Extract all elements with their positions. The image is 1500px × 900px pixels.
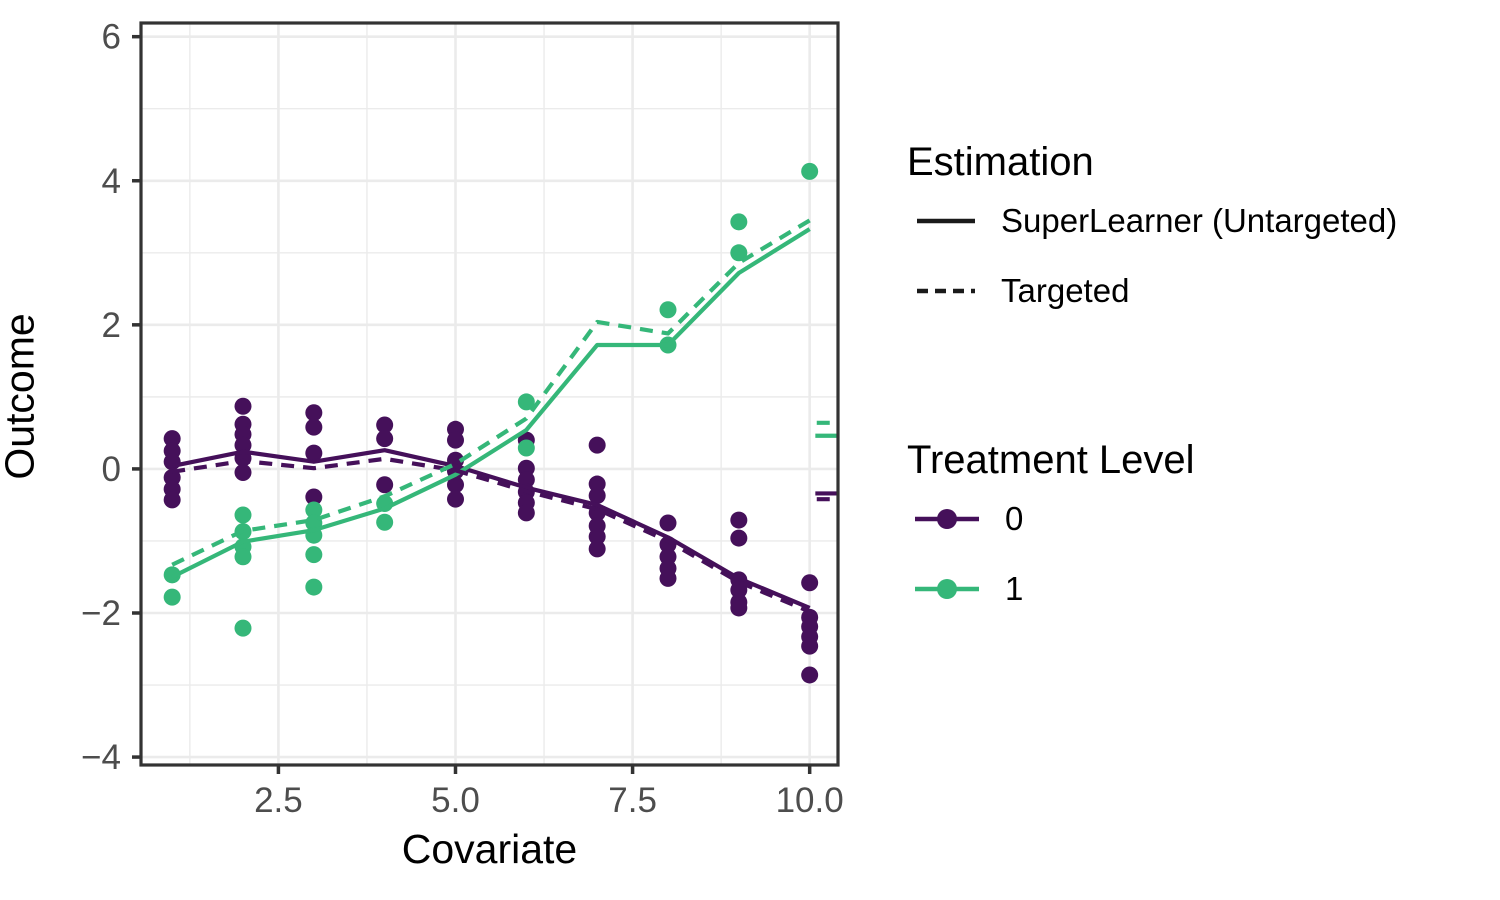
data-point: [517, 471, 535, 489]
data-point: [163, 588, 181, 606]
data-point: [801, 666, 819, 684]
superlearner-trend-line: [171, 227, 811, 579]
data-point: [517, 504, 535, 522]
data-point: [305, 501, 323, 519]
legend-treatment: Treatment Level 0 1: [907, 436, 1195, 624]
legend-estimation-title: Estimation: [907, 140, 1094, 184]
data-point: [163, 453, 181, 471]
data-point: [801, 637, 819, 655]
data-point: [588, 487, 606, 505]
data-point: [588, 436, 606, 454]
data-layer: [163, 162, 838, 684]
data-point: [588, 528, 606, 546]
data-point: [659, 569, 677, 587]
data-point: [801, 162, 819, 180]
data-point: [234, 464, 252, 482]
legend-treatment-title: Treatment Level: [907, 438, 1195, 482]
legend-item-treatment-0: 0: [907, 484, 1195, 554]
y-tick-label: −4: [81, 738, 121, 777]
data-point: [305, 444, 323, 462]
data-point: [305, 418, 323, 436]
data-point: [234, 436, 252, 454]
data-point: [730, 213, 748, 231]
data-point: [234, 506, 252, 524]
data-point: [517, 393, 535, 411]
targeted-trend-line: [171, 218, 811, 567]
y-tick-label: 2: [102, 306, 121, 345]
data-point: [305, 546, 323, 564]
data-point: [305, 488, 323, 506]
panel-border: [139, 21, 840, 767]
legend-item-label: Targeted: [1001, 272, 1130, 309]
targeted-trend-line: [171, 456, 811, 614]
data-point: [163, 430, 181, 448]
data-point: [447, 431, 464, 449]
y-tick-label: 6: [102, 18, 121, 57]
legend-estimation: Estimation SuperLearner (Untargeted) Tar…: [907, 138, 1397, 326]
data-point: [305, 404, 323, 422]
data-point: [163, 491, 181, 509]
legend-item-label: 1: [1005, 570, 1024, 607]
dashed-line-key-icon: [917, 288, 975, 294]
data-point: [234, 397, 252, 415]
solid-line-key-icon: [917, 218, 975, 224]
data-point: [376, 513, 394, 531]
data-point: [447, 490, 464, 508]
data-point: [376, 430, 394, 448]
x-tick-label: 7.5: [608, 781, 657, 820]
legend-item-label: 0: [1005, 500, 1024, 537]
data-point: [376, 476, 394, 494]
data-point: [659, 301, 677, 319]
data-point: [234, 619, 252, 637]
data-point: [659, 514, 677, 532]
x-tick-label: 10.0: [776, 781, 844, 820]
x-tick-label: 2.5: [254, 781, 303, 820]
x-axis-title: Covariate: [401, 826, 578, 872]
data-point: [234, 548, 252, 566]
superlearner-trend-line: [171, 448, 811, 610]
x-tick-label: 5.0: [431, 781, 480, 820]
data-point: [730, 511, 748, 529]
data-point: [376, 416, 394, 434]
y-axis-title: Outcome: [0, 313, 43, 480]
data-point: [305, 578, 323, 596]
y-tick-label: −2: [81, 594, 121, 633]
y-tick-label: 4: [102, 162, 121, 201]
line-dot-key-icon-green: [915, 579, 979, 599]
data-point: [730, 244, 748, 262]
data-point: [517, 439, 535, 457]
data-point: [588, 540, 606, 558]
legend-item-superlearner: SuperLearner (Untargeted): [907, 186, 1397, 256]
legend-item-targeted: Targeted: [907, 256, 1397, 326]
line-dot-key-icon-purple: [915, 509, 979, 529]
y-tick-label: 0: [102, 450, 121, 489]
legend-item-label: SuperLearner (Untargeted): [1001, 202, 1398, 239]
data-point: [730, 529, 748, 547]
legend-item-treatment-1: 1: [907, 554, 1195, 624]
data-point: [801, 574, 819, 592]
data-point: [447, 476, 464, 494]
data-point: [730, 599, 748, 617]
